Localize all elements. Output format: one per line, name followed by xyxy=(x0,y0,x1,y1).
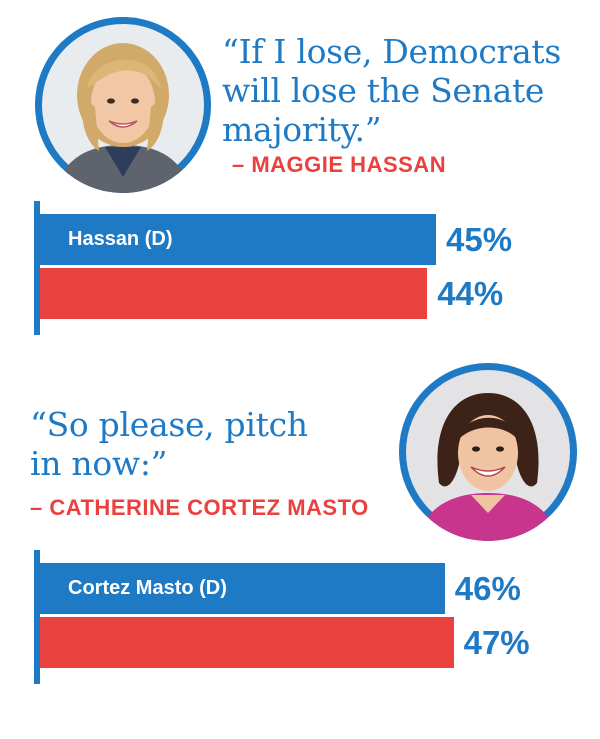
cortez-masto-chart-axis xyxy=(34,550,40,684)
cortez-masto-bar-rep-value: 47% xyxy=(463,624,530,661)
hassan-bar-chart: Hassan (D) 45% 44% xyxy=(0,201,600,341)
hassan-bar-dem-label: Hassan (D) xyxy=(68,228,173,250)
cortez-masto-bar-chart: Cortez Masto (D) 46% 47% xyxy=(0,550,600,690)
hassan-bar-dem-value: 45% xyxy=(446,221,513,258)
cortez-masto-bar-rep xyxy=(40,617,454,668)
cortez-masto-portrait-icon xyxy=(399,363,577,541)
hassan-bar-rep-value: 44% xyxy=(437,275,504,312)
cortez-masto-quote: “So please, pitch in now:” xyxy=(30,405,308,483)
cortez-masto-attribution: – CATHERINE CORTEZ MASTO xyxy=(30,495,369,520)
hassan-bar-dem: Hassan (D) xyxy=(40,214,436,265)
hassan-bar-rep xyxy=(40,268,428,319)
cortez-masto-bar-dem-label: Cortez Masto (D) xyxy=(68,577,227,599)
hassan-quote: “If I lose, Democrats will lose the Sena… xyxy=(222,32,561,149)
hassan-chart-axis xyxy=(34,201,40,335)
hassan-attribution: – MAGGIE HASSAN xyxy=(232,152,447,177)
cortez-masto-bar-dem-value: 46% xyxy=(454,570,521,607)
cortez-masto-bar-dem: Cortez Masto (D) xyxy=(40,563,445,614)
hassan-portrait-icon xyxy=(35,17,211,193)
